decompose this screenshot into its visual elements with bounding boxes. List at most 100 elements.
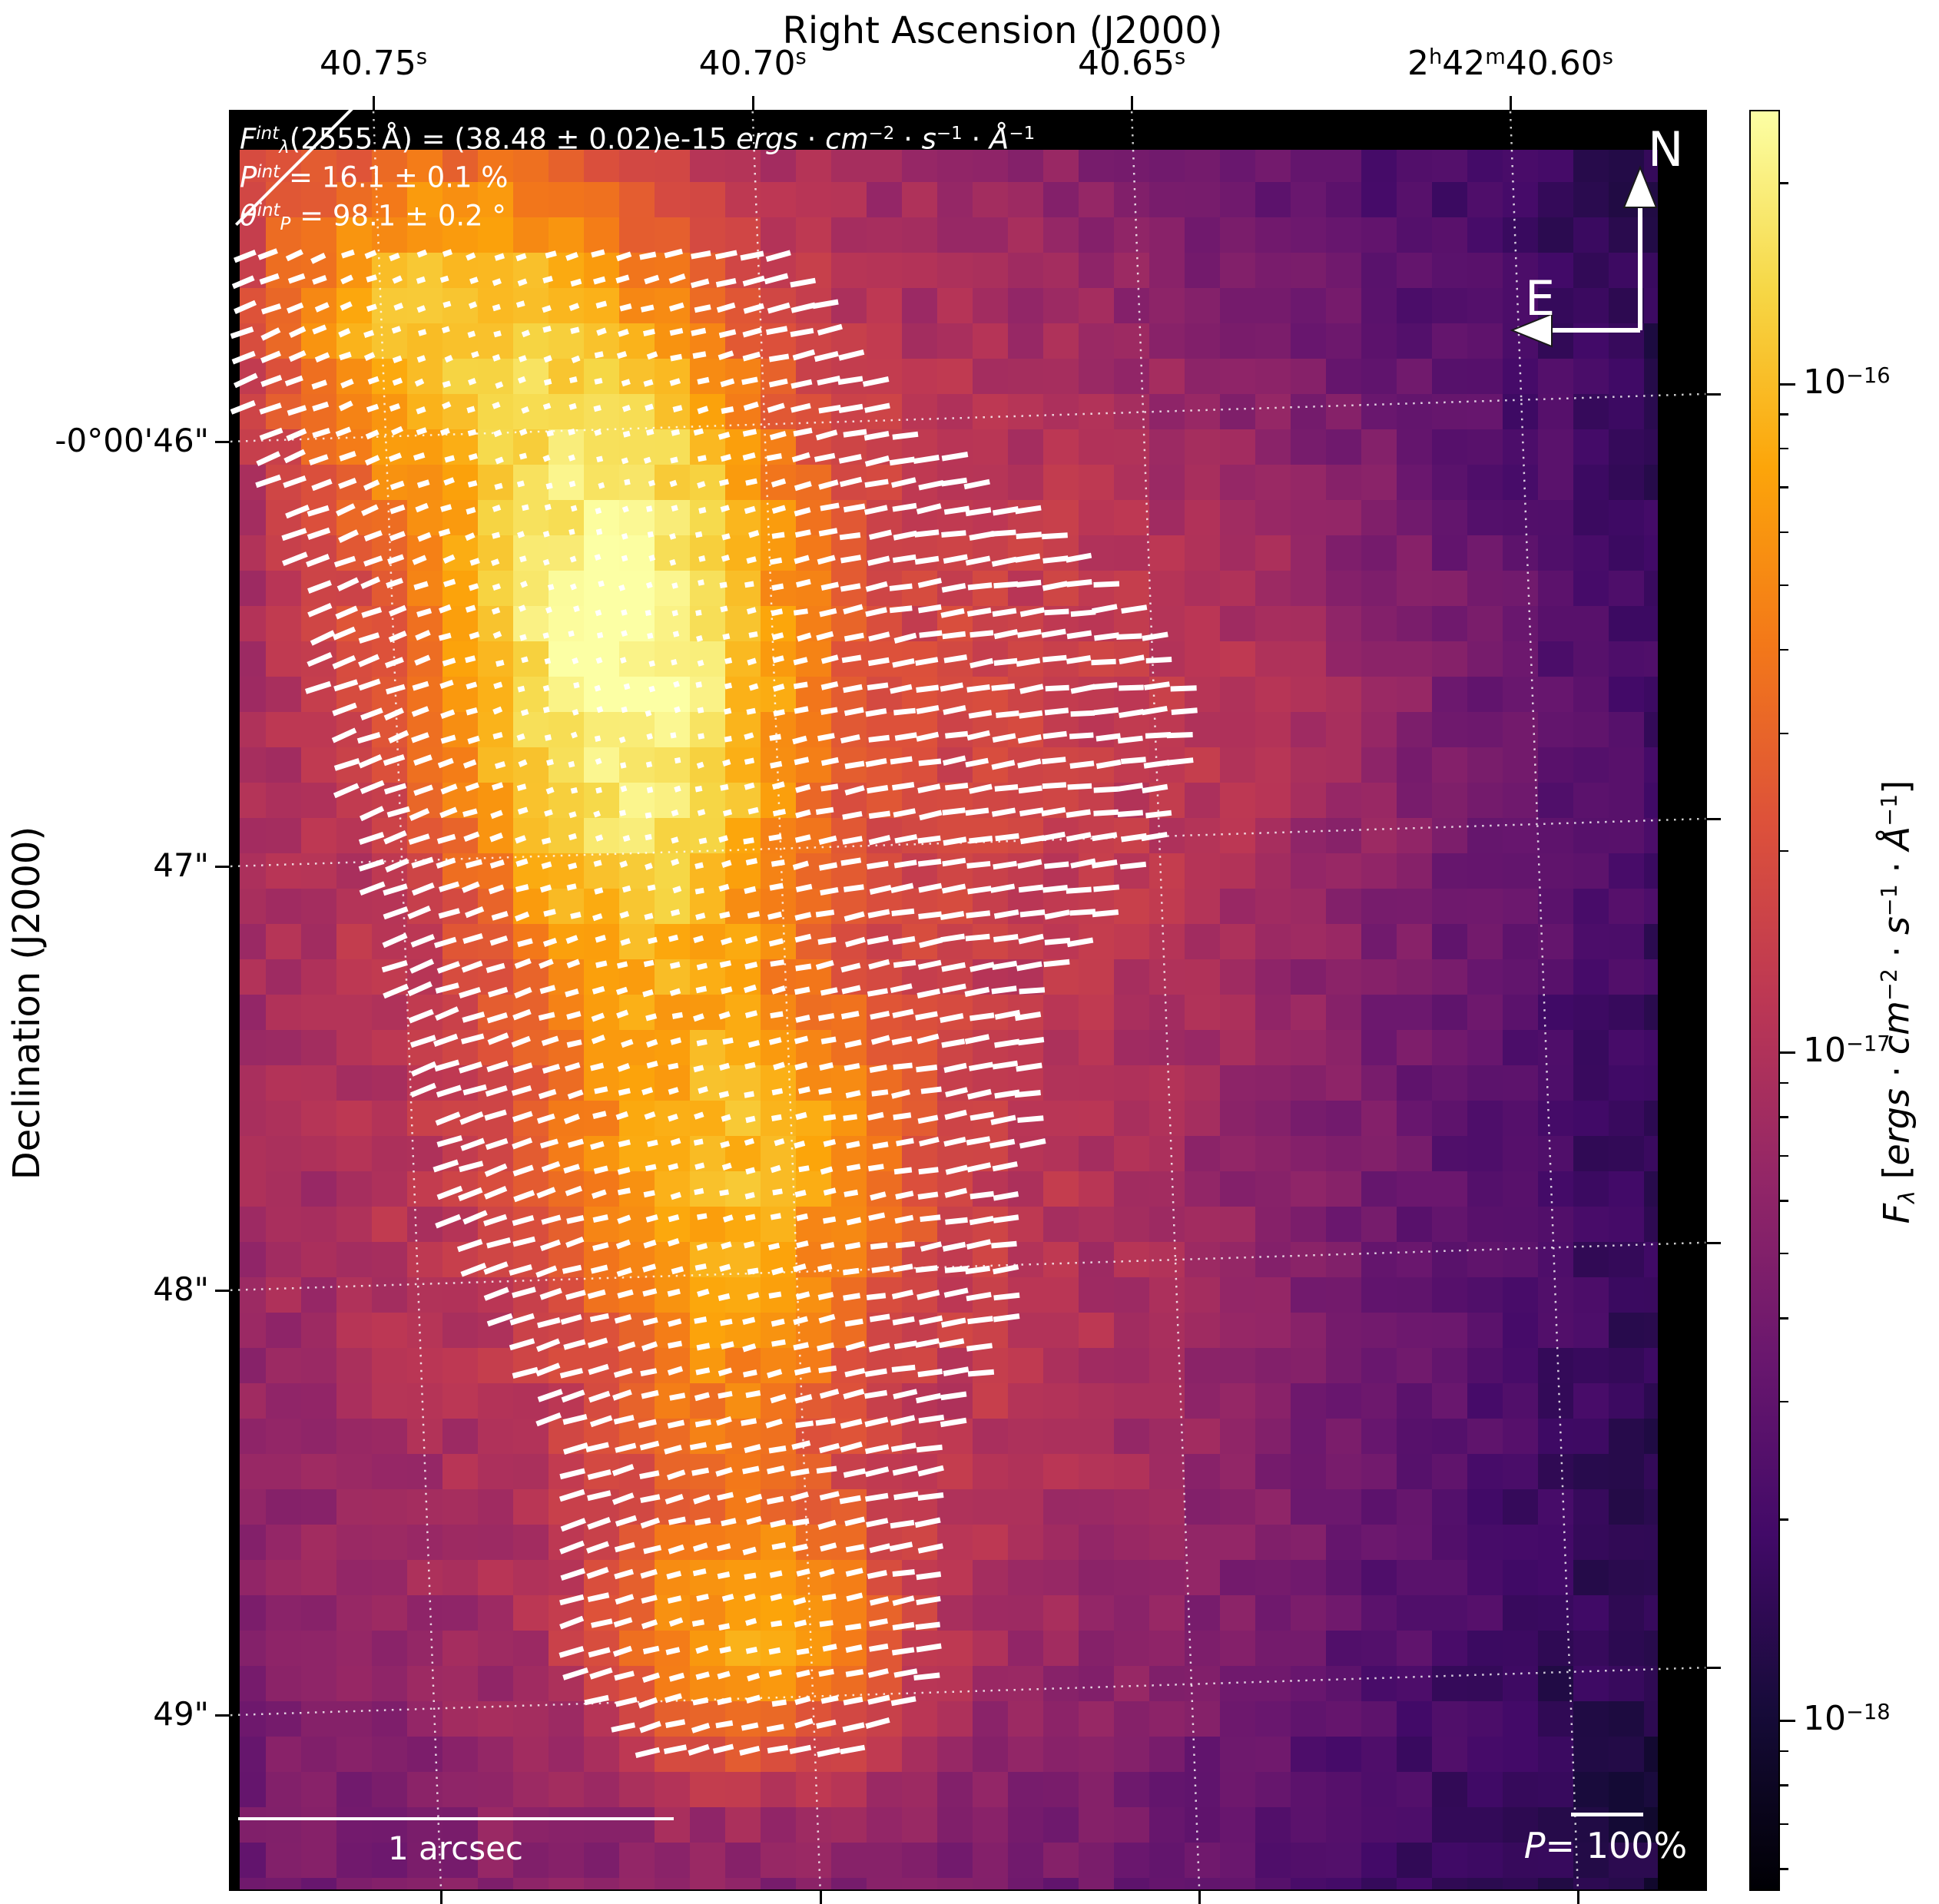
- text-segment: Å: [1875, 826, 1917, 851]
- text-segment: ·: [1875, 935, 1917, 969]
- ra-tick-bottom: [1576, 1889, 1579, 1904]
- text-segment: s: [921, 122, 936, 156]
- integrated-polarization-annotation: Pint = 16.1 ± 0.1 %: [240, 154, 508, 196]
- text-segment: ·: [962, 122, 990, 156]
- text-segment: 40.70: [698, 44, 796, 83]
- text-segment: s: [416, 45, 428, 69]
- text-segment: ergs: [736, 122, 798, 156]
- dec-tick-label: 49": [153, 1695, 209, 1733]
- colorbar-minor-tick: [1780, 1317, 1788, 1320]
- ra-tick-top: [373, 96, 376, 111]
- dec-tick-label: 47": [153, 846, 209, 884]
- ra-tick-label: 40.70s: [561, 44, 945, 83]
- text-segment: ]: [1875, 780, 1917, 794]
- colorbar-minor-tick: [1780, 486, 1788, 488]
- colorbar-minor-tick: [1780, 182, 1788, 184]
- colorbar-major-tick: [1780, 1051, 1795, 1054]
- colorbar-minor-tick: [1780, 1252, 1788, 1255]
- colorbar-tick-label: 10−16: [1803, 363, 1891, 402]
- colorbar-minor-tick: [1780, 1081, 1788, 1084]
- compass-north-label: N: [1648, 121, 1684, 177]
- x-axis-title: Right Ascension (J2000): [782, 9, 1223, 52]
- text-segment: (2555 Å) = (38.48 ± 0.02)e-15: [289, 122, 737, 156]
- compass-arrows-icon: [1510, 165, 1658, 348]
- dec-tick-right: [1705, 1667, 1721, 1670]
- colorbar: [1749, 110, 1780, 1891]
- text-segment: [: [1875, 1165, 1917, 1191]
- colorbar-minor-tick: [1780, 1784, 1788, 1786]
- text-segment: s: [1875, 916, 1917, 935]
- flux-heatmap-canvas: [230, 111, 1705, 1889]
- ra-tick-top: [1131, 96, 1134, 111]
- colorbar-minor-tick: [1780, 1518, 1788, 1521]
- colorbar-tick-label: 10−17: [1803, 1031, 1891, 1070]
- text-segment: s: [795, 45, 807, 69]
- text-segment: Å: [989, 122, 1009, 156]
- text-segment: ·: [797, 122, 826, 156]
- colorbar-minor-tick: [1780, 1823, 1788, 1826]
- text-segment: P: [280, 214, 291, 235]
- text-segment: 10: [1803, 1030, 1846, 1070]
- colorbar-minor-tick: [1780, 849, 1788, 853]
- text-segment: = 100%: [1545, 1825, 1688, 1866]
- y-axis-title: Declination (J2000): [5, 826, 48, 1180]
- text-segment: λ: [1894, 1190, 1920, 1204]
- ra-tick-top: [751, 96, 754, 111]
- colorbar-minor-tick: [1780, 648, 1788, 651]
- ra-tick-bottom: [440, 1889, 443, 1904]
- text-segment: −17: [1846, 1031, 1891, 1056]
- ra-tick-bottom: [819, 1889, 822, 1904]
- ra-tick-top: [1509, 96, 1512, 111]
- dec-tick-right: [1705, 817, 1721, 820]
- text-segment: −1: [1877, 884, 1903, 917]
- colorbar-minor-tick: [1780, 413, 1788, 416]
- text-segment: int: [257, 162, 280, 182]
- polarization-angle-annotation: θintP = 98.1 ± 0.2 °: [240, 192, 506, 243]
- text-segment: −1: [1009, 124, 1036, 144]
- text-segment: λ: [279, 137, 290, 158]
- text-segment: −1: [1877, 793, 1903, 826]
- dec-tick-left: [215, 865, 230, 868]
- text-segment: h: [1428, 45, 1443, 69]
- text-segment: 40.65: [1078, 44, 1175, 83]
- scalebar-line: [238, 1817, 674, 1820]
- text-segment: s: [1602, 45, 1613, 69]
- text-segment: s: [1174, 45, 1186, 69]
- dec-tick-right: [1705, 392, 1721, 396]
- ra-tick-label: 40.75s: [181, 44, 565, 83]
- colorbar-minor-tick: [1780, 1200, 1788, 1202]
- ra-tick-bottom: [1198, 1889, 1202, 1904]
- text-segment: 10: [1803, 362, 1846, 402]
- colorbar-axis-label: Fλ [ergs · cm−2 · s−1 · Å−1]: [1875, 465, 1919, 1540]
- text-segment: ergs: [1875, 1088, 1917, 1166]
- text-segment: F: [1875, 1203, 1917, 1224]
- polarization-legend-bar: [1571, 1813, 1643, 1816]
- text-segment: P: [240, 161, 257, 194]
- text-segment: −18: [1846, 1700, 1891, 1724]
- text-segment: F: [240, 122, 257, 156]
- text-segment: int: [257, 200, 280, 220]
- text-segment: −16: [1846, 363, 1891, 388]
- text-segment: int: [256, 124, 280, 144]
- ra-tick-label: 2h42m40.60s: [1318, 44, 1702, 83]
- colorbar-major-tick: [1780, 382, 1795, 386]
- text-segment: 42: [1442, 44, 1486, 83]
- dec-tick-right: [1705, 1241, 1721, 1244]
- dec-tick-left: [215, 440, 230, 443]
- text-segment: 10: [1803, 1699, 1846, 1739]
- text-segment: ·: [894, 122, 922, 156]
- text-segment: ·: [1875, 850, 1917, 885]
- text-segment: cm: [825, 122, 869, 156]
- scalebar-label: 1 arcsec: [387, 1829, 524, 1867]
- colorbar-tick-label: 10−18: [1803, 1699, 1891, 1738]
- text-segment: = 16.1 ± 0.1 %: [280, 161, 509, 194]
- text-segment: P: [1523, 1825, 1546, 1866]
- text-segment: = 98.1 ± 0.2 °: [290, 199, 506, 233]
- colorbar-minor-tick: [1780, 447, 1788, 450]
- text-segment: −1: [936, 124, 963, 144]
- compass-east-label: E: [1525, 270, 1556, 326]
- colorbar-minor-tick: [1780, 1116, 1788, 1118]
- integrated-flux-annotation: Fintλ(2555 Å) = (38.48 ± 0.02)e-15 ergs …: [240, 115, 1035, 166]
- text-segment: 40.60: [1505, 44, 1603, 83]
